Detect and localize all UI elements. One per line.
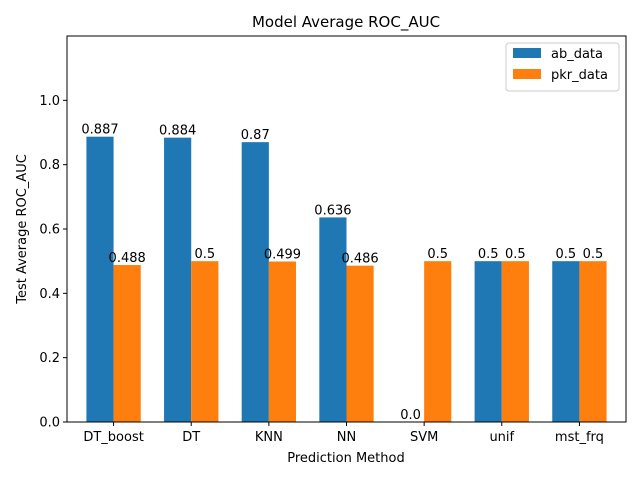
bar-ab-data-dt: [164, 137, 192, 422]
bar-ab-data-mst-frq: [552, 261, 580, 422]
x-tick-label-dt-boost: DT_boost: [83, 430, 143, 445]
legend-label-ab-data: ab_data: [551, 47, 603, 62]
x-tick-label-dt: DT: [182, 430, 200, 445]
data-label-pkr-data-knn: 0.499: [264, 247, 301, 262]
bar-pkr-data-mst-frq: [579, 261, 607, 422]
y-axis: 0.0 0.2 0.4 0.6 0.8 1.0: [39, 94, 67, 431]
data-label-ab-data-knn: 0.87: [241, 128, 270, 143]
plot-frame: [66, 35, 627, 423]
bars-group: [86, 136, 607, 422]
x-tick-label-mst-frq: mst_frq: [555, 430, 604, 445]
chart-title: Model Average ROC_AUC: [252, 13, 440, 32]
bar-pkr-data-svm: [424, 261, 452, 422]
bar-pkr-data-knn: [268, 261, 297, 422]
bar-ab-data-nn: [319, 217, 347, 422]
legend-label-pkr-data: pkr_data: [551, 68, 608, 83]
y-tick-label: 0.6: [39, 223, 60, 238]
y-tick-label: 0.0: [39, 416, 60, 431]
bar-pkr-data-dt-boost: [113, 265, 141, 422]
x-tick-label-knn: KNN: [255, 430, 283, 445]
data-label-pkr-data-unif: 0.5: [505, 247, 526, 262]
data-label-ab-data-unif: 0.5: [478, 247, 499, 262]
bar-ab-data-knn: [241, 142, 269, 422]
y-tick-label: 0.2: [39, 351, 60, 366]
data-label-ab-data-mst-frq: 0.5: [555, 247, 576, 262]
legend-swatch-ab-data: [513, 48, 541, 58]
data-label-pkr-data-mst-frq: 0.5: [583, 247, 604, 262]
bar-pkr-data-unif: [501, 261, 529, 422]
y-axis-title: Test Average ROC_AUC: [15, 154, 30, 305]
data-label-pkr-data-dt: 0.5: [194, 247, 215, 262]
x-axis-title: Prediction Method: [287, 451, 404, 466]
x-tick-label-svm: SVM: [410, 430, 438, 445]
y-tick-label: 0.8: [39, 158, 60, 173]
data-label-ab-data-nn: 0.636: [314, 203, 351, 218]
bar-ab-data-dt-boost: [86, 136, 114, 422]
data-label-ab-data-dt-boost: 0.887: [81, 123, 118, 138]
legend: ab_data pkr_data: [505, 42, 620, 92]
y-tick-label: 0.4: [39, 287, 60, 302]
data-label-ab-data-svm: 0.0: [400, 408, 421, 423]
bar-ab-data-unif: [474, 261, 502, 422]
bar-pkr-data-nn: [346, 265, 374, 422]
y-tick-label: 1.0: [39, 94, 60, 109]
bar-pkr-data-dt: [191, 261, 219, 422]
data-label-pkr-data-dt-boost: 0.488: [109, 251, 146, 266]
data-label-pkr-data-svm: 0.5: [427, 247, 448, 262]
legend-swatch-pkr-data: [513, 69, 541, 79]
x-axis: DT_boost DT KNN NN SVM unif mst_frq: [83, 422, 604, 445]
data-label-ab-data-dt: 0.884: [159, 124, 196, 139]
data-label-pkr-data-nn: 0.486: [341, 252, 378, 267]
x-tick-label-unif: unif: [489, 430, 514, 445]
x-tick-label-nn: NN: [337, 430, 356, 445]
data-labels-group: 0.887 0.884 0.87 0.636 0.0 0.5 0.5 0.488 0.5 0.49…: [81, 123, 603, 423]
